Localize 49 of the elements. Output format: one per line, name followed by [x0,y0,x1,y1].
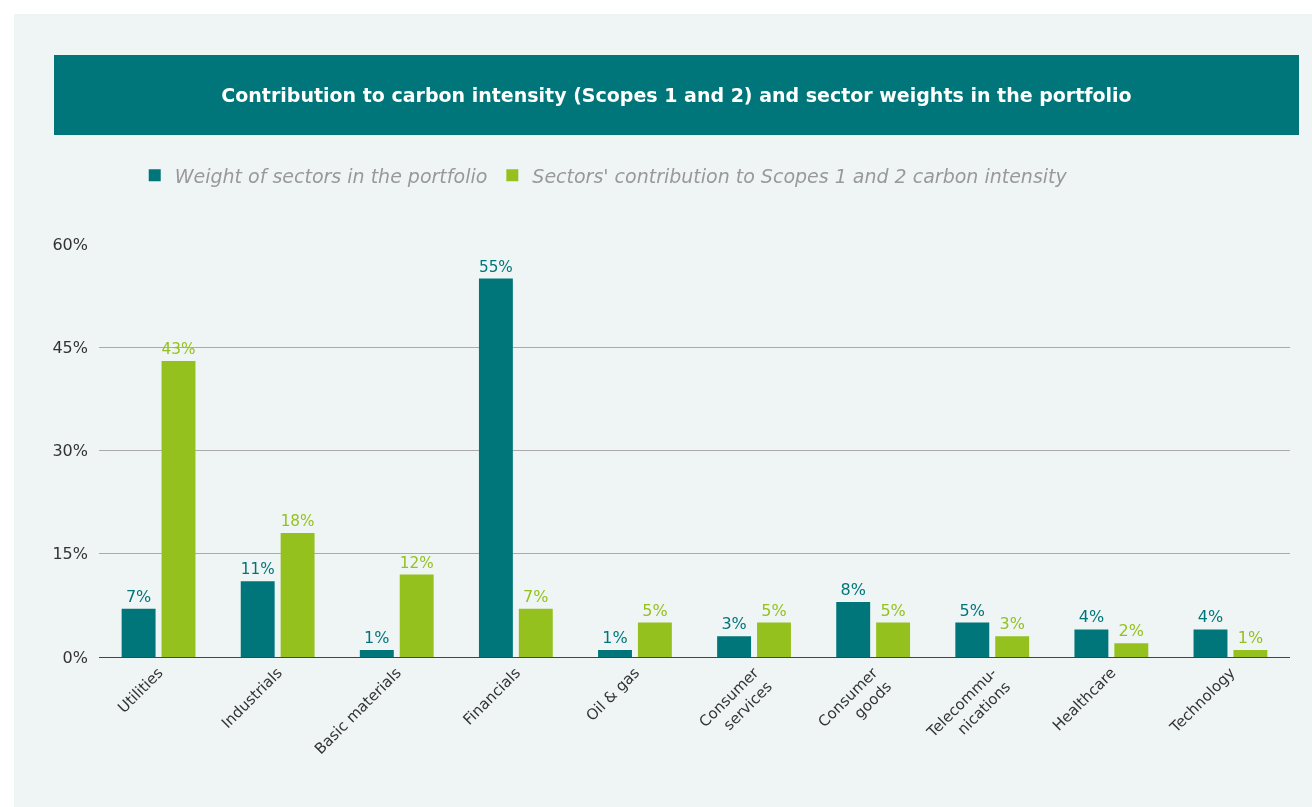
data-label: 5% [959,600,985,620]
y-tick-label: 15% [52,544,88,564]
bar [836,601,871,657]
data-label: 1% [1237,628,1264,648]
data-label: 1% [364,628,390,648]
data-label: 4% [1197,607,1224,627]
bar [955,622,990,657]
chart-title: Contribution to carbon intensity (Scopes 1 and 2) and sector weights in the portfolio [54,55,1299,135]
y-tick-label: 45% [52,337,88,357]
data-label: 55% [478,257,513,276]
bar [280,533,315,657]
bar [995,636,1030,657]
data-label: 8% [840,579,866,599]
data-label: 3% [999,614,1025,634]
bar [1193,629,1228,657]
data-label: 18% [280,512,315,531]
y-tick-label: 0% [62,647,88,667]
y-tick-label: 30% [52,441,88,461]
bar [757,622,791,657]
data-label: 4% [1078,607,1105,627]
bar [637,622,672,657]
bar [359,650,394,657]
data-label: 5% [642,600,668,620]
legend-label: Weight of sectors in the portfolio [174,164,488,187]
bar [598,650,632,657]
bar [161,361,196,657]
legend-label: Sectors' contribution to Scopes 1 and 2 carbon intensity [532,164,1068,187]
bar [876,622,911,657]
data-label: 7% [523,586,549,606]
bar [518,608,553,657]
data-label: 11% [240,560,275,579]
data-label: 1% [602,628,628,648]
data-label: 5% [880,600,906,620]
bar [1074,629,1109,657]
data-label: 43% [161,340,196,359]
bar [121,608,156,657]
y-tick-label: 60% [52,234,88,254]
bar [1114,643,1149,657]
x-tick-label: Oil & gas [582,663,644,725]
bar [717,636,752,657]
data-label: 12% [399,553,434,572]
bar [478,278,513,657]
bar [1233,650,1268,657]
data-label: 5% [761,600,787,620]
data-label: 3% [721,614,747,634]
data-label: 7% [125,586,152,606]
data-label: 2% [1118,621,1144,641]
bar [399,574,434,657]
bar [240,581,275,657]
